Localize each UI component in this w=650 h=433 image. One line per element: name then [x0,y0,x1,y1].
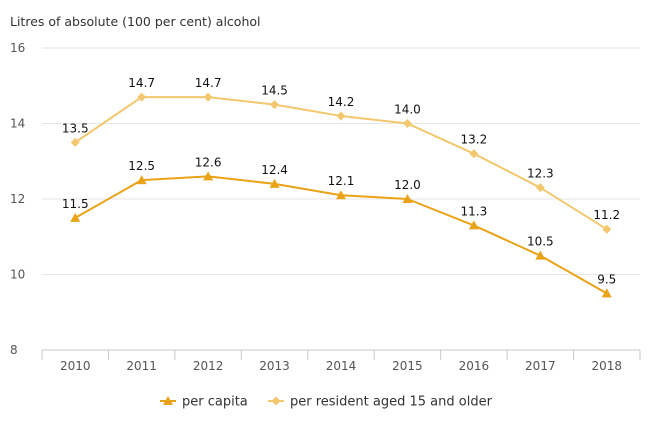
data-point[interactable] [336,111,346,121]
data-point[interactable] [270,100,280,110]
legend-marker[interactable] [271,396,281,406]
x-tick-label: 2010 [60,359,91,373]
data-label: 14.2 [328,95,355,109]
data-point[interactable] [535,250,546,260]
data-label: 14.0 [394,103,421,117]
data-label: 12.1 [328,174,355,188]
data-point[interactable] [137,92,147,102]
data-point[interactable] [70,137,80,147]
x-tick-label: 2012 [193,359,224,373]
data-label: 12.6 [195,155,222,169]
data-labels: 11.5 12.5 12.6 12.4 12.1 12.0 11.3 10.5 9.5 13.5 1… [62,76,620,286]
data-point[interactable] [469,149,479,159]
x-tick-label: 2017 [525,359,556,373]
data-label: 13.2 [461,133,488,147]
x-tick-label: 2013 [259,359,290,373]
legend[interactable]: per capita per resident aged 15 and older [160,395,493,410]
data-label: 12.4 [261,163,288,177]
x-tick-label: 2015 [392,359,423,373]
y-tick-label: 16 [10,41,25,55]
data-label: 14.7 [195,76,222,90]
data-point[interactable] [402,119,412,128]
data-label: 12.0 [394,178,421,192]
y-axis-label: Litres of absolute (100 per cent) alcoho… [10,14,261,29]
data-label: 12.3 [527,167,554,181]
y-tick-label: 14 [10,117,25,131]
x-tick-label: 2016 [459,359,490,373]
y-axis-ticks: 8 10 12 14 16 [10,41,25,357]
legend-item-2[interactable]: per resident aged 15 and older [268,395,493,410]
data-point[interactable] [601,288,612,298]
series-1 [70,171,612,298]
data-label: 9.5 [597,272,616,286]
data-label: 13.5 [62,121,89,135]
data-label: 10.5 [527,235,554,249]
data-point[interactable] [602,224,612,234]
data-label: 12.5 [128,159,155,173]
x-axis: 2010 2011 2012 2013 2014 2015 2016 2017 2018 [41,349,641,373]
y-tick-label: 12 [10,192,25,206]
x-tick-label: 2011 [126,359,157,373]
legend-label: per resident aged 15 and older [290,395,493,410]
data-point[interactable] [203,171,214,181]
data-point[interactable] [468,220,479,230]
data-label: 14.7 [128,76,155,90]
data-label: 14.5 [261,84,288,98]
data-label: 11.5 [62,197,89,211]
y-tick-label: 8 [10,343,18,357]
gridlines [42,47,640,275]
x-tick-label: 2014 [326,359,357,373]
data-point[interactable] [203,92,213,102]
data-point[interactable] [402,194,413,203]
data-point[interactable] [136,175,147,185]
data-point[interactable] [535,183,545,193]
data-label: 11.2 [593,208,620,222]
legend-item-1[interactable]: per capita [160,395,248,410]
data-label: 11.3 [461,204,488,218]
legend-label: per capita [182,395,248,410]
y-tick-label: 10 [10,268,25,282]
data-point[interactable] [336,190,346,200]
x-tick-label: 2018 [592,359,623,373]
series-group [70,92,612,298]
data-point[interactable] [70,212,81,222]
legend-marker[interactable] [163,396,173,405]
series-2 [70,92,612,234]
data-point[interactable] [269,178,280,188]
